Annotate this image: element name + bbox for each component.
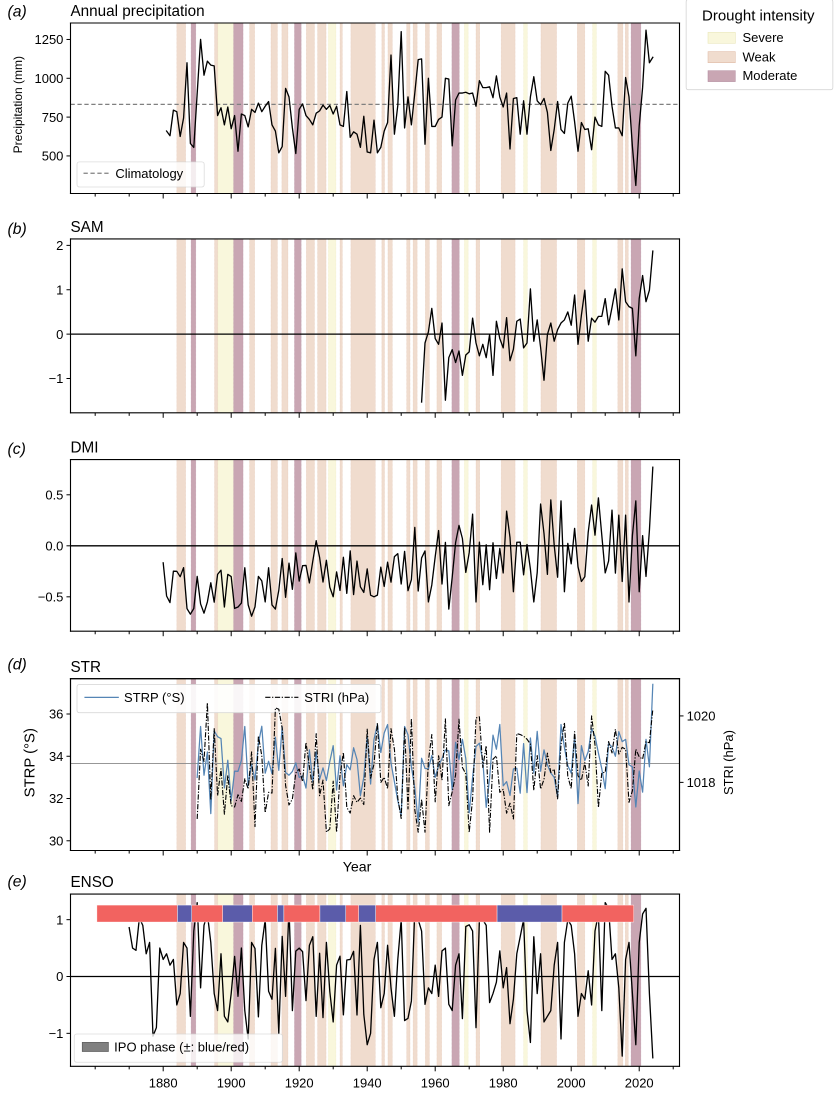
svg-text:STRI (hPa): STRI (hPa) — [304, 690, 373, 705]
svg-text:0.0: 0.0 — [45, 539, 63, 554]
svg-text:STRP (°S): STRP (°S) — [23, 728, 39, 797]
svg-text:(e): (e) — [8, 874, 27, 891]
svg-text:1: 1 — [56, 912, 63, 927]
svg-text:1960: 1960 — [421, 1075, 450, 1090]
svg-text:Annual precipitation: Annual precipitation — [71, 3, 205, 20]
svg-text:1020: 1020 — [687, 709, 716, 724]
svg-text:34: 34 — [49, 749, 63, 764]
svg-text:1900: 1900 — [217, 1075, 246, 1090]
svg-text:750: 750 — [42, 110, 64, 125]
svg-text:(d): (d) — [8, 657, 27, 674]
svg-text:IPO phase (±: blue/red): IPO phase (±: blue/red) — [114, 1039, 274, 1054]
svg-text:Year: Year — [343, 859, 372, 875]
svg-text:DMI: DMI — [71, 440, 99, 457]
svg-text:2000: 2000 — [557, 1075, 586, 1090]
svg-text:ENSO: ENSO — [71, 874, 114, 891]
svg-text:Drought intensity: Drought intensity — [702, 8, 815, 25]
svg-text:1980: 1980 — [489, 1075, 518, 1090]
svg-text:STRI (hPa): STRI (hPa) — [721, 730, 736, 795]
svg-text:(a): (a) — [8, 3, 27, 20]
svg-text:1018: 1018 — [687, 775, 716, 790]
svg-text:0.5: 0.5 — [45, 488, 63, 503]
svg-text:1000: 1000 — [35, 71, 64, 86]
svg-text:36: 36 — [49, 707, 63, 722]
svg-text:2020: 2020 — [625, 1075, 654, 1090]
svg-text:Precipitation (mm): Precipitation (mm) — [11, 56, 25, 153]
svg-text:(c): (c) — [8, 441, 26, 458]
svg-text:−0.5: −0.5 — [38, 590, 64, 605]
svg-text:Weak: Weak — [742, 49, 775, 64]
svg-text:SAM: SAM — [71, 219, 104, 236]
svg-text:30: 30 — [49, 833, 63, 848]
svg-text:2: 2 — [56, 238, 63, 253]
svg-text:1940: 1940 — [353, 1075, 382, 1090]
svg-text:Climatology: Climatology — [115, 166, 197, 181]
svg-text:32: 32 — [49, 791, 63, 806]
svg-text:1920: 1920 — [285, 1075, 314, 1090]
svg-text:0: 0 — [56, 327, 63, 342]
svg-text:−1: −1 — [49, 1026, 64, 1041]
svg-text:−1: −1 — [49, 371, 64, 386]
svg-text:0: 0 — [56, 969, 63, 984]
svg-text:1: 1 — [56, 282, 63, 297]
svg-text:1250: 1250 — [35, 32, 64, 47]
svg-text:1880: 1880 — [149, 1075, 178, 1090]
svg-text:STRP (°S): STRP (°S) — [124, 690, 185, 705]
svg-text:STR: STR — [71, 659, 102, 676]
svg-text:500: 500 — [42, 149, 64, 164]
svg-text:Severe: Severe — [742, 30, 783, 45]
svg-text:(b): (b) — [8, 221, 27, 238]
svg-text:Moderate: Moderate — [742, 68, 797, 83]
